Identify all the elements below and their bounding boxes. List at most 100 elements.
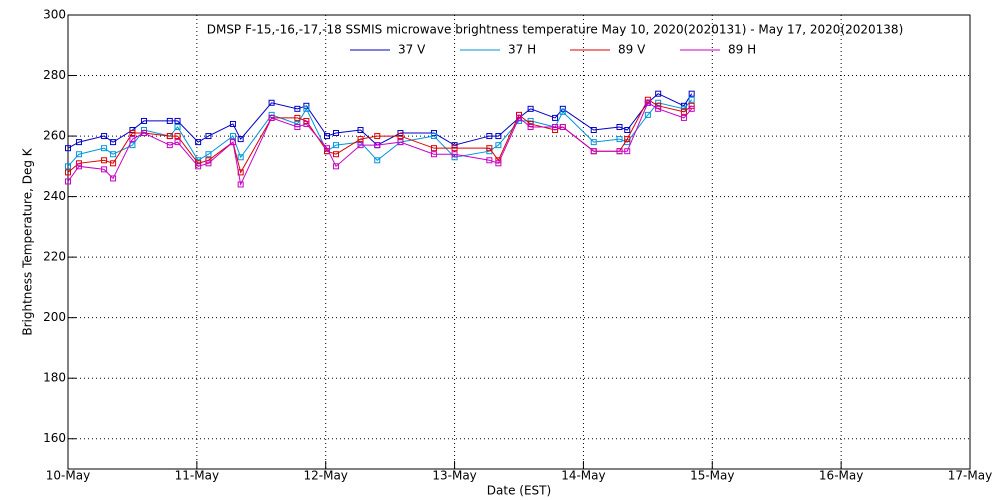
data-point bbox=[237, 181, 244, 188]
data-point bbox=[590, 127, 597, 134]
data-point bbox=[451, 142, 458, 149]
data-point bbox=[101, 133, 108, 140]
data-point bbox=[357, 127, 364, 134]
y-axis-label: Brightness Temperature, Deg K bbox=[21, 147, 35, 335]
data-point bbox=[451, 151, 458, 158]
data-point bbox=[174, 123, 181, 130]
data-point bbox=[268, 114, 275, 121]
y-tick-label: 280 bbox=[43, 68, 66, 82]
data-point bbox=[430, 133, 437, 140]
data-point bbox=[552, 123, 559, 130]
data-point bbox=[229, 120, 236, 127]
data-point bbox=[110, 151, 117, 158]
data-point bbox=[430, 145, 437, 152]
data-point bbox=[101, 157, 108, 164]
series-line bbox=[67, 102, 693, 187]
data-point bbox=[397, 139, 404, 146]
data-point bbox=[237, 154, 244, 161]
y-tick-label: 160 bbox=[43, 431, 66, 445]
data-point bbox=[166, 117, 173, 124]
data-point bbox=[559, 123, 566, 130]
data-point bbox=[430, 151, 437, 158]
data-point bbox=[205, 160, 212, 167]
data-point bbox=[294, 105, 301, 112]
data-point bbox=[624, 148, 631, 155]
data-point bbox=[195, 139, 202, 146]
data-point bbox=[195, 163, 202, 170]
data-point bbox=[590, 148, 597, 155]
data-point bbox=[110, 139, 117, 146]
data-point bbox=[75, 160, 82, 167]
data-point bbox=[205, 151, 212, 158]
data-point bbox=[101, 166, 108, 173]
y-tick-label: 260 bbox=[43, 129, 66, 143]
data-point bbox=[451, 145, 458, 152]
data-point bbox=[294, 114, 301, 121]
data-point bbox=[644, 111, 651, 118]
data-point bbox=[65, 163, 71, 170]
y-tick-label: 180 bbox=[43, 371, 66, 385]
data-point bbox=[174, 133, 181, 140]
data-point bbox=[552, 127, 559, 134]
data-point bbox=[680, 114, 687, 121]
y-tick-label: 220 bbox=[43, 250, 66, 264]
data-point bbox=[294, 123, 301, 130]
data-point bbox=[333, 163, 340, 170]
data-point bbox=[451, 154, 458, 161]
data-point bbox=[205, 133, 212, 140]
data-point bbox=[397, 133, 404, 140]
x-tick-label: 13-May bbox=[432, 469, 476, 483]
data-point bbox=[624, 127, 631, 134]
data-point bbox=[174, 139, 181, 146]
x-tick-label: 16-May bbox=[819, 469, 863, 483]
data-point bbox=[374, 133, 381, 140]
data-point bbox=[430, 130, 437, 137]
data-point bbox=[527, 123, 534, 130]
x-tick-label: 11-May bbox=[175, 469, 219, 483]
y-tick-label: 240 bbox=[43, 189, 66, 203]
data-point bbox=[174, 117, 181, 124]
data-point bbox=[486, 133, 493, 140]
legend-label: 37 H bbox=[508, 43, 536, 57]
data-point bbox=[559, 108, 566, 115]
data-point bbox=[65, 169, 71, 176]
data-point bbox=[268, 99, 275, 106]
data-point bbox=[166, 133, 173, 140]
data-point bbox=[229, 139, 236, 146]
series-line bbox=[67, 93, 693, 149]
data-point bbox=[75, 139, 82, 146]
x-tick-label: 10-May bbox=[46, 469, 90, 483]
data-point bbox=[495, 160, 502, 167]
data-point bbox=[680, 108, 687, 115]
data-point bbox=[65, 145, 71, 152]
data-point bbox=[357, 142, 364, 149]
data-point bbox=[616, 136, 623, 143]
data-point bbox=[324, 133, 331, 140]
data-point bbox=[374, 157, 381, 164]
x-tick-label: 14-May bbox=[561, 469, 605, 483]
x-tick-label: 17-May bbox=[948, 469, 992, 483]
data-point bbox=[516, 114, 522, 121]
data-point bbox=[129, 130, 136, 137]
data-point bbox=[141, 117, 148, 124]
data-point bbox=[237, 136, 244, 143]
legend-label: 89 V bbox=[618, 43, 646, 57]
data-point bbox=[616, 123, 623, 130]
x-tick-label: 15-May bbox=[690, 469, 734, 483]
data-point bbox=[486, 145, 493, 152]
data-point bbox=[655, 105, 662, 112]
data-point bbox=[688, 105, 695, 112]
data-point bbox=[166, 142, 173, 149]
data-point bbox=[527, 105, 534, 112]
data-point bbox=[552, 114, 559, 121]
data-point bbox=[357, 136, 364, 143]
data-point bbox=[688, 102, 695, 109]
data-point bbox=[397, 130, 404, 137]
x-tick-label: 12-May bbox=[304, 469, 348, 483]
y-tick-label: 200 bbox=[43, 310, 66, 324]
data-point bbox=[110, 175, 117, 182]
data-point bbox=[141, 130, 148, 137]
data-point bbox=[590, 139, 597, 146]
data-point bbox=[495, 133, 502, 140]
